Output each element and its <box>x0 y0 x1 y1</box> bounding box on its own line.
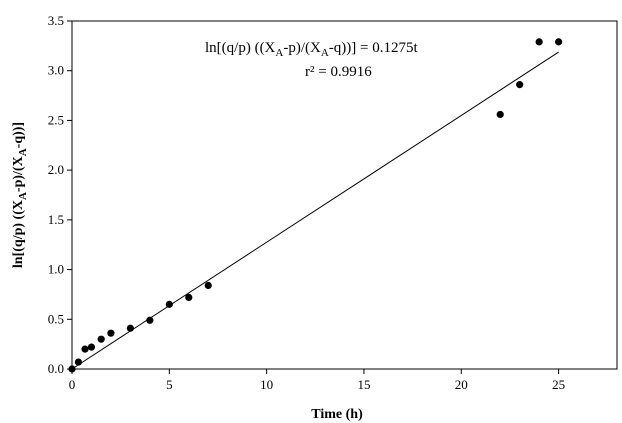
data-point <box>127 325 134 332</box>
r-squared-label: r² = 0.9916 <box>305 64 372 80</box>
data-point <box>185 294 192 301</box>
y-tick-label: 0.5 <box>48 311 64 326</box>
x-tick-label: 10 <box>260 377 273 392</box>
data-point <box>81 346 88 353</box>
data-point <box>98 336 105 343</box>
data-point <box>497 111 504 118</box>
data-point <box>146 317 153 324</box>
data-point <box>107 330 114 337</box>
y-axis-title: ln[(q/p) ((XA-p)/(XA-q))] <box>11 122 29 268</box>
y-tick-label: 1.0 <box>48 262 64 277</box>
data-point <box>555 38 562 45</box>
y-tick-label: 2.5 <box>48 112 64 127</box>
y-tick-label: 3.5 <box>48 13 64 28</box>
y-tick-label: 3.0 <box>48 63 64 78</box>
data-point <box>205 282 212 289</box>
data-point <box>75 358 82 365</box>
data-point <box>536 38 543 45</box>
y-tick-label: 0.0 <box>48 361 64 376</box>
x-tick-label: 5 <box>166 377 173 392</box>
data-point <box>88 344 95 351</box>
data-point <box>516 81 523 88</box>
data-point <box>166 301 173 308</box>
x-tick-label: 25 <box>552 377 565 392</box>
x-tick-label: 15 <box>357 377 370 392</box>
x-tick-label: 0 <box>69 377 76 392</box>
x-axis-title: Time (h) <box>311 407 363 422</box>
fit-equation: ln[(q/p) ((XA-p)/(XA-q))] = 0.1275t <box>205 40 419 59</box>
regression-line <box>72 52 559 369</box>
x-tick-label: 20 <box>455 377 468 392</box>
y-tick-label: 1.5 <box>48 212 64 227</box>
y-tick-label: 2.0 <box>48 162 64 177</box>
